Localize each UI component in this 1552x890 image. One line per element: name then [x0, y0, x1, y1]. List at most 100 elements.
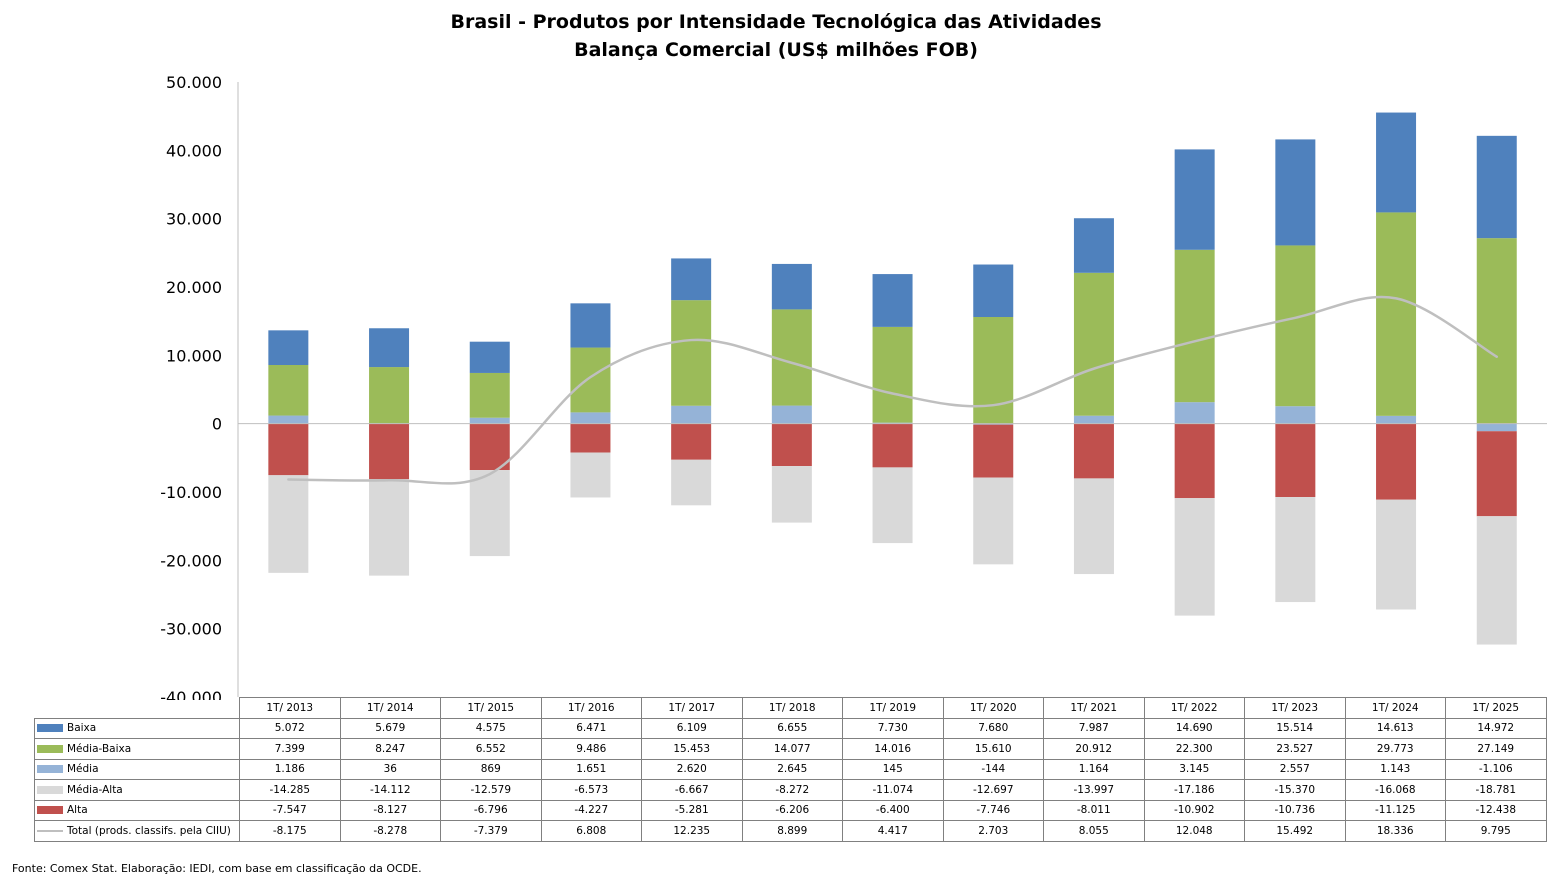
legend-key-total-prods-classifs-pela-ciiu — [37, 829, 63, 832]
y-tick-label: 50.000 — [166, 73, 222, 92]
bar-alta-1t-2013 — [268, 423, 309, 476]
table-cell-value: -5.281 — [641, 799, 743, 821]
bar-alta-1t-2024 — [1376, 423, 1417, 500]
chart-title-line-1: Brasil - Produtos por Intensidade Tecnol… — [450, 11, 1102, 33]
table-cell-value: -15.370 — [1244, 779, 1346, 801]
x-tick-label: 1T/ 2015 — [440, 697, 542, 719]
bar-media-1t-2015 — [469, 417, 510, 424]
table-row-alta: Alta -7.547 -8.127 -6.796 -4.227 -5.281 -6.206… — [34, 799, 1547, 821]
table-cell-value: 9.795 — [1445, 820, 1547, 842]
table-cell-value: -7.746 — [942, 799, 1044, 821]
legend-entry-alta: Alta — [34, 799, 240, 821]
bar-media-alta-1t-2019 — [872, 467, 913, 544]
table-cell-value: 6.109 — [641, 717, 743, 739]
bar-media-alta-1t-2022 — [1174, 498, 1215, 616]
bar-media-alta-1t-2015 — [469, 470, 510, 557]
table-cell-value: -8.272 — [741, 779, 843, 801]
table-cell-value: -13.997 — [1043, 779, 1145, 801]
bar-media-1t-2018 — [771, 405, 812, 424]
table-cell-value: 29.773 — [1344, 738, 1446, 760]
table-cell-value: -7.379 — [440, 820, 542, 842]
table-cell-value: -4.227 — [540, 799, 642, 821]
x-tick-label: 1T/ 2024 — [1344, 697, 1446, 719]
table-cell-value: -144 — [942, 758, 1044, 780]
y-tick-label: -10.000 — [160, 483, 222, 502]
legend-entry-total-prods-classifs-pela-ciiu: Total (prods. classifs. pela CIIU) — [34, 820, 240, 842]
bar-baixa-1t-2025 — [1476, 135, 1517, 239]
table-cell-value: -10.902 — [1143, 799, 1245, 821]
x-tick-label: 1T/ 2022 — [1143, 697, 1245, 719]
table-cell-value: 12.048 — [1143, 820, 1245, 842]
table-cell-value: -11.074 — [842, 779, 944, 801]
legend-label: Média — [67, 763, 99, 776]
table-cell-value: -8.127 — [339, 799, 441, 821]
table-cell-value: 9.486 — [540, 738, 642, 760]
legend-label: Total (prods. classifs. pela CIIU) — [67, 824, 231, 837]
legend-label: Média-Baixa — [67, 742, 132, 755]
table-cell-value: 1.186 — [239, 758, 341, 780]
bar-media-alta-1t-2017 — [671, 459, 712, 506]
table-cell-value: 7.399 — [239, 738, 341, 760]
table-cell-value: 1.143 — [1344, 758, 1446, 780]
table-cell-value: -12.579 — [440, 779, 542, 801]
table-row-media-alta: Média-Alta -14.285 -14.112 -12.579 -6.573 -6.… — [34, 779, 1547, 801]
bar-alta-1t-2016 — [570, 423, 611, 453]
bar-media-alta-1t-2024 — [1376, 499, 1417, 610]
y-tick-label: -20.000 — [160, 551, 222, 570]
table-cell-value: 18.336 — [1344, 820, 1446, 842]
table-cell-value: -7.547 — [239, 799, 341, 821]
chart-title-line-2: Balança Comercial (US$ milhões FOB) — [574, 39, 978, 61]
table-cell-value: 15.492 — [1244, 820, 1346, 842]
table-cell-value: 7.987 — [1043, 717, 1145, 739]
legend-label: Alta — [67, 804, 88, 817]
x-tick-label: 1T/ 2021 — [1043, 697, 1145, 719]
table-row-media: Média 1.186 36 869 1.651 2.620 2.645 145 -144 1.1… — [34, 758, 1547, 780]
y-tick-label: 10.000 — [166, 346, 222, 365]
table-cell-value: 4.575 — [440, 717, 542, 739]
bar-media-alta-1t-2018 — [771, 466, 812, 523]
table-cell-value: 15.453 — [641, 738, 743, 760]
source-note: Fonte: Comex Stat. Elaboração: IEDI, com… — [12, 862, 422, 875]
bar-baixa-1t-2022 — [1174, 149, 1215, 250]
data-table: 1T/ 2013 1T/ 2014 1T/ 2015 1T/ 2016 1T/ 2017… — [34, 697, 1547, 842]
bar-media-alta-1t-2016 — [570, 452, 611, 498]
bar-baixa-1t-2020 — [973, 264, 1014, 317]
bar-baixa-1t-2016 — [570, 303, 611, 348]
bar-media-baixa-1t-2016 — [570, 347, 611, 413]
table-cell-value: 1.164 — [1043, 758, 1145, 780]
bar-baixa-1t-2019 — [872, 274, 913, 327]
legend-key-baixa — [37, 724, 63, 733]
bar-media-baixa-1t-2013 — [268, 365, 309, 416]
table-row-baixa: Baixa 5.072 5.679 4.575 6.471 6.109 6.655 7.730… — [34, 717, 1547, 739]
bar-media-baixa-1t-2023 — [1275, 245, 1316, 407]
table-cell-value: 6.471 — [540, 717, 642, 739]
bar-alta-1t-2019 — [872, 423, 913, 468]
bar-baixa-1t-2018 — [771, 263, 812, 310]
bar-alta-1t-2022 — [1174, 423, 1215, 499]
bar-baixa-1t-2015 — [469, 341, 510, 373]
x-tick-label: 1T/ 2016 — [540, 697, 642, 719]
table-cell-value: -6.400 — [842, 799, 944, 821]
y-tick-label: 30.000 — [166, 210, 222, 229]
bar-media-baixa-1t-2015 — [469, 372, 510, 418]
legend-entry-media: Média — [34, 758, 240, 780]
bar-media-alta-1t-2023 — [1275, 497, 1316, 603]
legend-label: Baixa — [67, 722, 97, 735]
table-cell-value: 3.145 — [1143, 758, 1245, 780]
legend-key-alta — [37, 806, 63, 815]
table-cell-value: -1.106 — [1445, 758, 1547, 780]
table-cell-value: 5.072 — [239, 717, 341, 739]
table-cell-value: 1.651 — [540, 758, 642, 780]
x-tick-label: 1T/ 2020 — [942, 697, 1044, 719]
table-cell-value: 7.730 — [842, 717, 944, 739]
table-cell-value: 6.808 — [540, 820, 642, 842]
bar-media-baixa-1t-2019 — [872, 326, 913, 423]
table-cell-value: 7.680 — [942, 717, 1044, 739]
bar-alta-1t-2025 — [1476, 431, 1517, 517]
bar-media-baixa-1t-2020 — [973, 316, 1014, 424]
bar-alta-1t-2015 — [469, 423, 510, 471]
table-cell-value: -6.667 — [641, 779, 743, 801]
plot-area: 50.000 40.000 30.000 20.000 10.000 0 -10.000 -2… — [160, 73, 1547, 700]
table-row-total-prods-classifs-pela-ciiu: Total (prods. classifs. pela CIIU) -8.175… — [34, 820, 1547, 842]
x-tick-label: 1T/ 2017 — [641, 697, 743, 719]
